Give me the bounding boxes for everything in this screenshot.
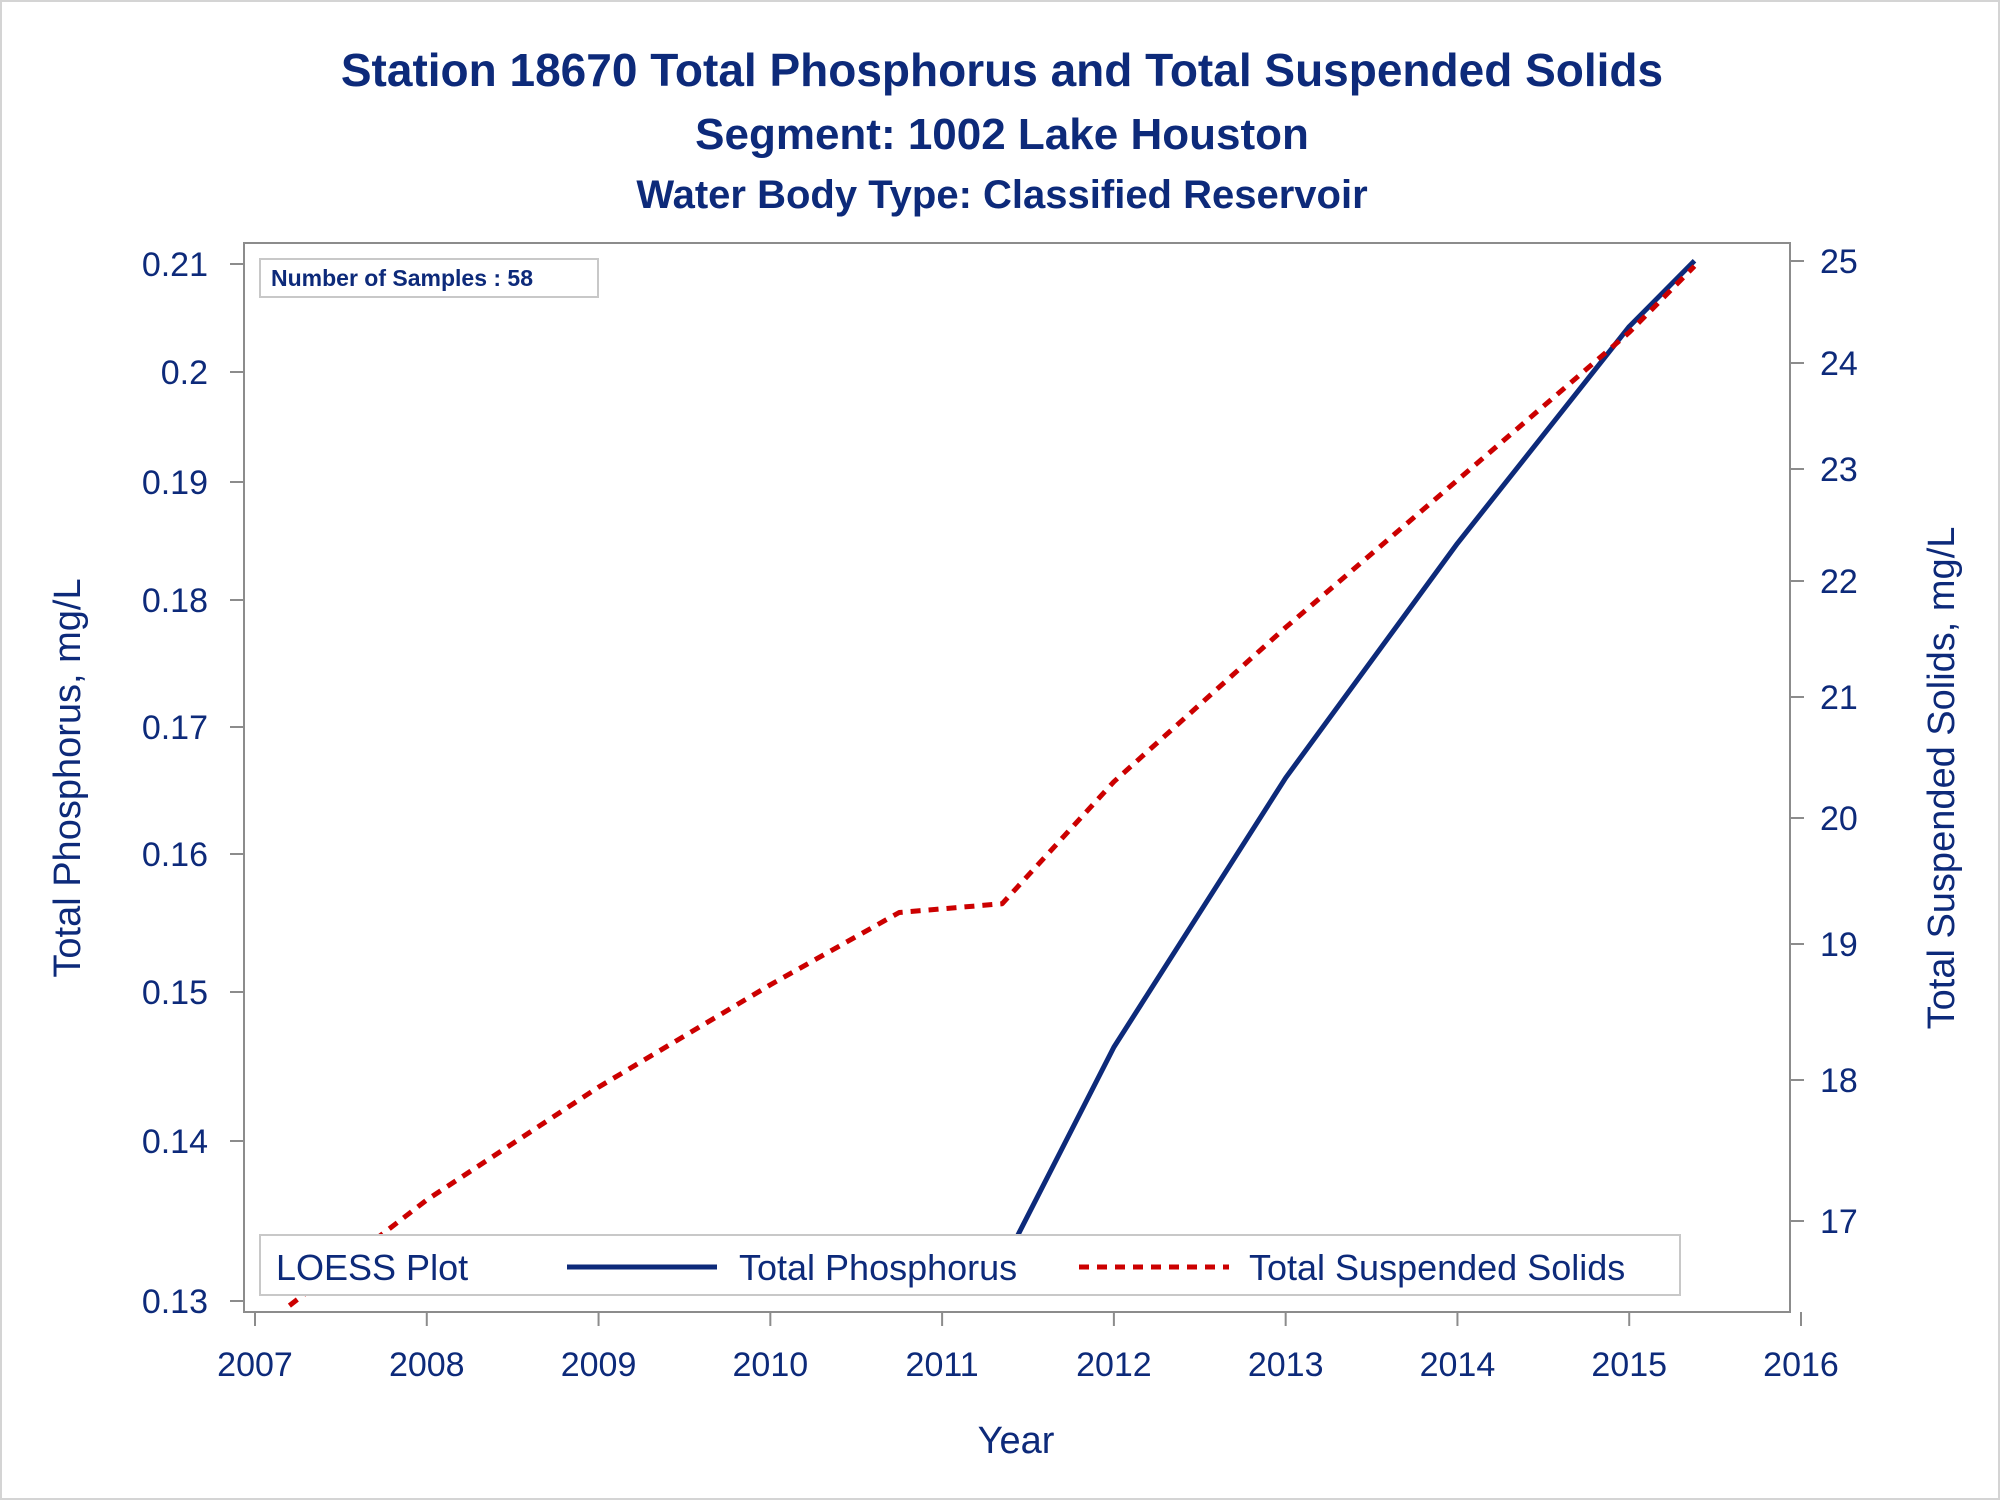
legend-title: LOESS Plot — [276, 1247, 468, 1288]
legend: LOESS Plot Total Phosphorus Total Suspen… — [259, 1234, 1681, 1296]
legend-label-total-phosphorus: Total Phosphorus — [739, 1247, 1017, 1288]
y-right-tick-label: 21 — [1820, 679, 1858, 717]
chart-subtitle-water-body: Water Body Type: Classified Reservoir — [636, 173, 1367, 217]
y-left-tick-label: 0.2 — [161, 354, 208, 392]
x-tick-label: 2013 — [1248, 1346, 1324, 1384]
x-tick-label: 2015 — [1591, 1346, 1667, 1384]
y-left-tick-label: 0.17 — [142, 709, 208, 747]
x-tick-label: 2010 — [733, 1346, 809, 1384]
y-axis-right-label: Total Suspended Solids, mg/L — [1921, 527, 1963, 1030]
y-right-tick-label: 19 — [1820, 926, 1858, 964]
x-tick-label: 2014 — [1420, 1346, 1496, 1384]
plot-area — [243, 242, 1791, 1313]
x-axis-label: Year — [978, 1420, 1055, 1462]
y-axis-left-label: Total Phosphorus, mg/L — [47, 578, 89, 977]
y-left-tick-label: 0.19 — [142, 464, 208, 502]
x-tick-label: 2009 — [561, 1346, 637, 1384]
y-axis-right: 17 18 19 20 21 22 23 24 25 — [1790, 243, 1858, 1241]
y-left-tick-label: 0.21 — [142, 246, 208, 284]
x-tick-label: 2008 — [389, 1346, 465, 1384]
y-right-tick-label: 18 — [1820, 1062, 1858, 1100]
y-right-tick-label: 20 — [1820, 800, 1858, 838]
legend-box — [259, 1234, 1681, 1296]
y-left-tick-label: 0.14 — [142, 1123, 208, 1161]
chart-title: Station 18670 Total Phosphorus and Total… — [341, 44, 1663, 96]
x-tick-label: 2016 — [1763, 1346, 1839, 1384]
y-left-tick-label: 0.16 — [142, 836, 208, 874]
y-right-tick-label: 17 — [1820, 1203, 1858, 1241]
sample-count-text: Number of Samples : 58 — [271, 265, 533, 291]
y-left-tick-label: 0.15 — [142, 974, 208, 1012]
y-right-tick-label: 22 — [1820, 563, 1858, 601]
legend-label-total-suspended-solids: Total Suspended Solids — [1249, 1247, 1625, 1288]
y-right-tick-label: 23 — [1820, 451, 1858, 489]
x-tick-label: 2007 — [217, 1346, 293, 1384]
x-tick-label: 2012 — [1076, 1346, 1152, 1384]
y-right-tick-label: 25 — [1820, 243, 1858, 281]
y-right-tick-label: 24 — [1820, 345, 1858, 383]
x-axis: 2007 2008 2009 2010 2011 2012 2013 2014 2015 2016 — [217, 1312, 1839, 1384]
y-axis-left: 0.13 0.14 0.15 0.16 0.17 0.18 0.19 0.2 0.21 — [142, 246, 244, 1321]
y-left-tick-label: 0.18 — [142, 582, 208, 620]
sample-count-box — [259, 258, 599, 298]
x-tick-label: 2011 — [906, 1346, 979, 1384]
sample-count-inset: Number of Samples : 58 — [259, 258, 599, 298]
y-left-tick-label: 0.13 — [142, 1283, 208, 1321]
series-line-total-suspended-solids — [287, 264, 1697, 1308]
chart-subtitle-segment: Segment: 1002 Lake Houston — [695, 110, 1309, 159]
